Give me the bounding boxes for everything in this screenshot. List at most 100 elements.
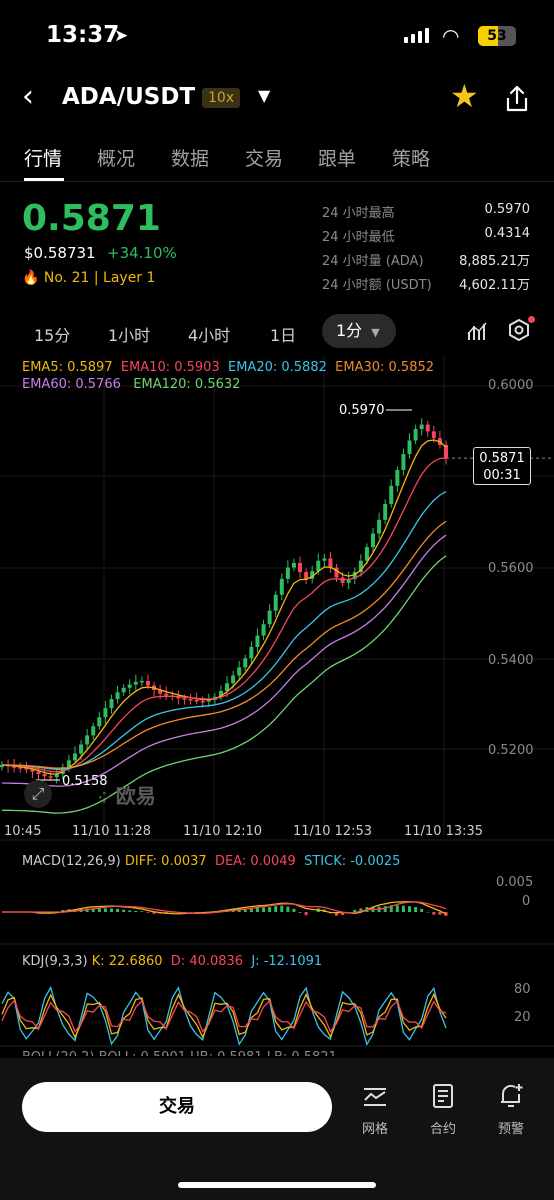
- candle-body: [237, 667, 242, 676]
- macd-bar: [122, 909, 126, 912]
- macd-dea-line: [2, 901, 447, 915]
- candle-body: [431, 431, 436, 439]
- trade-button[interactable]: 交易: [22, 1082, 332, 1132]
- macd-bar: [61, 910, 65, 912]
- macd-bar: [341, 912, 345, 916]
- kdj-tick-0: 80: [514, 982, 531, 997]
- interval-selector[interactable]: 1分 ▼: [322, 314, 396, 348]
- candle-body: [407, 440, 412, 455]
- macd-bar: [438, 912, 442, 915]
- candle-body: [158, 690, 163, 694]
- candle-body: [383, 503, 388, 520]
- kdj-tick-1: 20: [514, 1010, 531, 1025]
- cell-signal-icon: [404, 28, 429, 43]
- y-tick-3: 0.5200: [488, 743, 534, 758]
- candle-body: [310, 571, 315, 579]
- bottom-action-bar: 交易 网格 合约 预警: [0, 1058, 554, 1200]
- macd-bar: [280, 905, 284, 912]
- macd-bar: [304, 912, 308, 916]
- candle-body: [0, 764, 4, 768]
- interval-1h[interactable]: 1小时: [108, 326, 151, 345]
- settings-hexagon-icon[interactable]: [508, 318, 530, 342]
- category-tag[interactable]: Layer 1: [103, 270, 156, 286]
- battery-level: 53: [487, 28, 507, 44]
- interval-4h[interactable]: 4小时: [188, 326, 231, 345]
- alert-nav-button[interactable]: 预警: [486, 1082, 536, 1137]
- pair-name[interactable]: ADA/USDT: [62, 84, 196, 110]
- active-tab-indicator: [24, 178, 64, 181]
- macd-bar: [414, 907, 418, 912]
- x-tick-0: 10:45: [4, 824, 42, 839]
- tab-strategy[interactable]: 策略: [392, 148, 431, 170]
- section-tabs: 行情 概况 数据 交易 跟单 策略: [0, 138, 554, 182]
- candle-body: [30, 769, 35, 772]
- macd-bar: [128, 910, 132, 912]
- status-time: 13:37: [46, 22, 120, 48]
- macd-diff: DIFF: 0.0037: [124, 854, 207, 869]
- last-price-tag[interactable]: 0.5871 00:31: [473, 447, 531, 485]
- star-icon[interactable]: ★: [450, 77, 479, 115]
- kdj-k: K: 22.6860: [91, 954, 163, 969]
- home-indicator: [178, 1182, 376, 1188]
- back-chevron-icon[interactable]: ‹: [22, 79, 34, 114]
- candle-body: [267, 610, 272, 625]
- tab-copy-trading[interactable]: 跟单: [318, 148, 357, 170]
- macd-bar: [274, 906, 278, 912]
- candle-body: [164, 693, 169, 696]
- candle-body: [139, 680, 144, 683]
- candle-body: [127, 684, 132, 688]
- chevron-down-icon[interactable]: ▼: [258, 86, 271, 105]
- contract-nav-button[interactable]: 合约: [418, 1082, 468, 1137]
- tab-data[interactable]: 数据: [171, 148, 210, 170]
- pair-header: ‹ ADA/USDT 10x ▼ ★: [0, 72, 554, 124]
- high-marker-label: 0.5970: [339, 403, 385, 418]
- candle-body: [316, 560, 321, 572]
- macd-bar: [164, 912, 168, 914]
- candle-body: [291, 562, 296, 568]
- macd-label: MACD(12,26,9): [22, 854, 121, 869]
- location-arrow-icon: ➤: [114, 26, 129, 46]
- ema20-label: EMA20: 0.5882: [228, 360, 327, 375]
- macd-bar: [109, 908, 113, 912]
- ema10-label: EMA10: 0.5903: [120, 360, 220, 375]
- candle-body: [109, 699, 114, 709]
- countdown: 00:31: [483, 468, 521, 483]
- candle-body: [389, 485, 394, 504]
- expand-icon[interactable]: ⤢: [24, 780, 52, 808]
- stat-high-value: 0.5970: [484, 202, 531, 217]
- candle-body: [200, 700, 205, 703]
- y-tick-1: 0.5600: [488, 561, 534, 576]
- alert-nav-label: 预警: [497, 1122, 524, 1137]
- candle-body: [328, 558, 333, 568]
- grid-nav-button[interactable]: 网格: [350, 1082, 400, 1137]
- candle-body: [377, 519, 382, 534]
- ema120-label: EMA120: 0.5632: [133, 377, 241, 392]
- kdj-k-line: [1, 992, 447, 1039]
- candle-body: [66, 760, 71, 768]
- candle-body: [358, 560, 363, 573]
- candle-body: [188, 699, 193, 701]
- kline-chart[interactable]: EMA5: 0.5897 EMA10: 0.5903 EMA20: 0.5882…: [0, 356, 554, 1056]
- macd-bar: [116, 908, 120, 912]
- tab-trade[interactable]: 交易: [245, 148, 284, 170]
- interval-15m[interactable]: 15分: [34, 326, 71, 345]
- chart-canvas[interactable]: [0, 356, 554, 1056]
- last-price: 0.5871: [22, 198, 161, 239]
- ema30-label: EMA30: 0.5852: [335, 360, 435, 375]
- candle-body: [42, 773, 47, 777]
- tab-market[interactable]: 行情: [24, 148, 63, 170]
- candle-body: [395, 469, 400, 486]
- candle-body: [12, 766, 17, 768]
- macd-bar: [286, 906, 290, 912]
- macd-bar: [134, 910, 138, 912]
- indicator-icon[interactable]: [466, 320, 488, 342]
- share-icon[interactable]: [502, 84, 532, 114]
- tab-overview[interactable]: 概况: [97, 148, 136, 170]
- caret-down-icon: ▼: [371, 326, 380, 339]
- interval-1d[interactable]: 1日: [270, 326, 297, 345]
- macd-bar: [152, 912, 156, 914]
- kdj-j-line: [1, 985, 447, 1047]
- stat-high-label: 24 小时最高: [322, 206, 395, 221]
- ema-line-10: [1, 457, 447, 773]
- last-price-tag-value: 0.5871: [479, 451, 525, 466]
